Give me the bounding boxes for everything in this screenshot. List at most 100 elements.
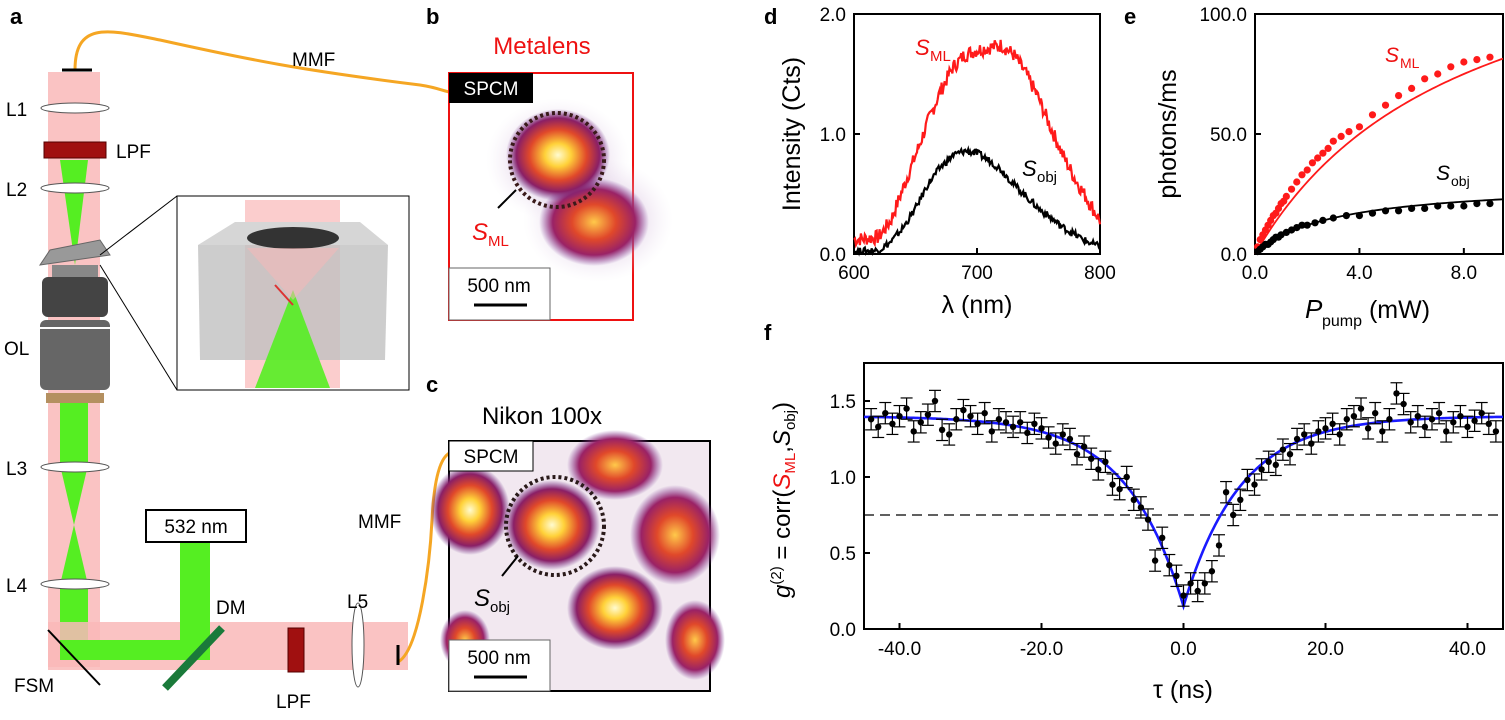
chart-f-point xyxy=(1357,405,1365,412)
lens-l5 xyxy=(351,602,365,688)
chart-f-ytick-label: 0.0 xyxy=(830,620,856,641)
chart-f-point xyxy=(1137,504,1145,511)
label-mmf-bottom: MMF xyxy=(358,512,401,533)
chart-e-point-S_obj xyxy=(1381,207,1390,215)
chart-d-xlabel: λ (nm) xyxy=(942,291,1013,319)
title-metalens: Metalens xyxy=(493,33,590,60)
chart-e-point-S_ML xyxy=(1460,58,1468,66)
label-dm: DM xyxy=(216,598,246,619)
label-l4: L4 xyxy=(6,576,28,597)
chart-f-point xyxy=(1244,476,1251,484)
chart-f-point xyxy=(1116,485,1123,493)
panel-label-c: c xyxy=(426,372,438,397)
chart-e-point-S_obj xyxy=(1368,209,1377,217)
label-laser: 532 nm xyxy=(164,517,227,538)
chart-f-point xyxy=(1215,542,1223,549)
chart-e-xlabel-unit: (mW) xyxy=(1362,296,1430,324)
chart-f-point xyxy=(1002,419,1010,426)
chart-f-point xyxy=(1088,455,1095,462)
chart-f-point xyxy=(889,420,896,427)
chart-f-point xyxy=(1038,425,1045,432)
chart-f-point xyxy=(1045,434,1052,441)
label-sobj-sub: obj xyxy=(490,599,510,616)
inset-metalens-diagram xyxy=(198,200,388,388)
chart-f-point xyxy=(1130,496,1138,503)
chart-e-point-S_obj xyxy=(1394,207,1403,215)
lens-l1 xyxy=(40,102,110,114)
chart-f-point xyxy=(1492,428,1500,435)
chart-f-point xyxy=(910,428,917,435)
legend-d-sobj-main: S xyxy=(1022,156,1037,181)
chart-f-point xyxy=(1031,420,1038,427)
label-lpf-top: LPF xyxy=(116,142,151,163)
chart-f-point xyxy=(1407,419,1414,426)
chart-f-point xyxy=(1372,409,1379,417)
chart-f-point xyxy=(1017,419,1024,426)
label-l5: L5 xyxy=(347,592,368,613)
beam-green-horizontal xyxy=(60,540,210,660)
pointer-sml xyxy=(497,189,517,209)
chart-f-point xyxy=(1379,428,1386,435)
chart-f-point xyxy=(1237,496,1244,503)
chart-e-point-S_obj xyxy=(1303,221,1311,229)
chart-e-point-S_ML xyxy=(1345,128,1353,136)
scalebar-box-c xyxy=(448,639,551,692)
chart-f-xlabel: τ (ns) xyxy=(1153,676,1213,704)
chart-e-point-S_obj xyxy=(1408,204,1416,212)
chart-f-point xyxy=(1421,423,1429,431)
chart-d-ytick-label: 2.0 xyxy=(820,5,846,26)
lens-l3 xyxy=(40,461,110,473)
chart-e-ytick-label: 0.0 xyxy=(1221,245,1247,266)
chart-d-series-S_obj xyxy=(853,145,1101,257)
chart-f-point xyxy=(974,420,981,427)
chart-f-point xyxy=(988,428,995,435)
chart-f-point xyxy=(1201,580,1209,587)
lens-l4 xyxy=(40,578,110,590)
chart-d-xtick-label: 600 xyxy=(838,263,870,284)
label-l3: L3 xyxy=(6,459,27,480)
chart-f-point xyxy=(867,416,875,423)
chart-e-ytick-label: 50.0 xyxy=(1210,125,1247,146)
inset-line-top xyxy=(99,195,178,256)
chart-d-xtick-label: 800 xyxy=(1084,263,1116,284)
inset-line-bottom xyxy=(99,264,178,391)
laser-532nm xyxy=(145,509,247,543)
filter-lpf-top xyxy=(43,141,107,159)
scalebar-label-c: 500 nm xyxy=(467,648,530,669)
title-nikon: Nikon 100x xyxy=(482,403,602,430)
chart-f-point xyxy=(1393,390,1400,397)
legend-e-sml-main: S xyxy=(1385,44,1399,67)
chart-f-point xyxy=(946,431,953,438)
pointer-sobj xyxy=(501,555,519,577)
chart-e-point-S_obj xyxy=(1434,202,1442,210)
chart-f-point xyxy=(875,423,882,431)
chart-e-point-S_obj xyxy=(1342,212,1350,220)
panel-label-f: f xyxy=(764,320,772,345)
chart-f-point xyxy=(1059,431,1067,438)
chart-f-point xyxy=(1343,416,1351,423)
chart-f-point xyxy=(1443,428,1450,435)
chart-f-point xyxy=(1187,580,1194,587)
chart-e-point-S_obj xyxy=(1486,200,1494,208)
chart-f-point xyxy=(1435,409,1443,417)
chart-e-point-S_obj xyxy=(1355,212,1364,220)
legend-e-sml-sub: ML xyxy=(1400,55,1420,71)
ylabel-s2: S xyxy=(769,430,796,446)
chart-f-point xyxy=(1258,466,1265,473)
ylabel-s2-sub: obj xyxy=(782,410,799,430)
label-spcm-b: SPCM xyxy=(464,79,519,100)
chart-e-xtick-label: 0.0 xyxy=(1242,263,1268,284)
circle-sml xyxy=(508,111,606,209)
panel-c-image: c Nikon 100x S obj SPCM 500 nm xyxy=(426,372,725,692)
chart-e-point-S_ML xyxy=(1447,63,1455,71)
chart-d-xtick-label: 700 xyxy=(961,263,993,284)
chart-f-point xyxy=(1144,516,1152,523)
chart-e-point-S_obj xyxy=(1460,202,1468,210)
legend-e-sobj-sub: obj xyxy=(1451,173,1470,189)
chart-f-point xyxy=(1471,417,1478,424)
chart-e-point-S_obj xyxy=(1447,202,1455,210)
panel-a-setup: a L1 L2 L3 L4 L5 LPF xyxy=(4,4,453,713)
panel-label-e: e xyxy=(1124,4,1136,29)
chart-f-xtick-label: -40.0 xyxy=(878,639,921,660)
